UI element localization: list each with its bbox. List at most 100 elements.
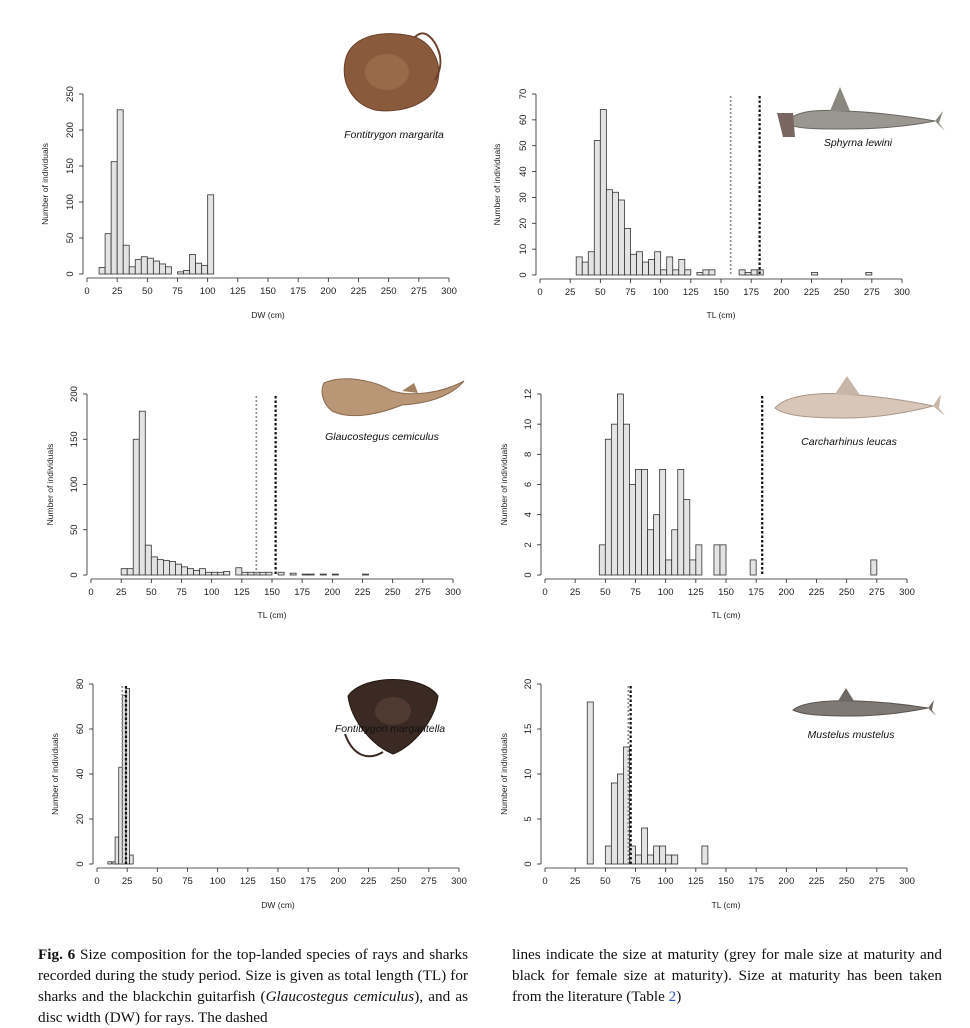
histogram-bar [641,469,648,576]
y-tick-label: 40 [75,769,86,780]
y-axis: 0 20 40 60 80 Number of individuals [50,679,94,867]
x-tick-label: 125 [240,876,256,887]
bull-shark-icon [774,376,945,419]
x-tick-label: 75 [172,286,183,297]
y-tick-label: 10 [518,244,529,255]
histogram-bar [665,559,673,576]
x-tick-label: 300 [441,286,457,297]
histogram-bar [610,423,618,576]
y-tick-label: 0 [75,861,86,866]
histogram-bar [647,529,654,576]
x-tick-label: 150 [270,876,286,887]
histogram-bar [654,251,662,276]
x-axis: 0 25 50 75 100 125 150 175 200 225 250 275 300 DW (cm… [84,277,457,320]
histogram-bar [811,272,818,276]
histogram-bar [659,469,667,576]
x-tick-label: 100 [204,587,220,598]
x-axis-label: TL (cm) [712,900,741,910]
stingray-brown-icon [343,32,442,112]
x-tick-label: 125 [688,876,704,887]
histogram-bar [169,561,176,576]
x-tick-label: 300 [451,876,467,887]
x-tick-label: 75 [625,287,636,298]
x-tick-label: 300 [899,587,915,598]
x-tick-label: 150 [718,587,734,598]
y-tick-label: 200 [69,386,80,402]
histogram-bar [678,259,686,276]
table-reference-link[interactable]: 2 [668,988,677,1005]
x-tick-label: 0 [537,287,542,298]
x-tick-label: 175 [294,587,310,598]
x-tick-label: 25 [570,876,581,887]
histogram-bar [604,438,612,576]
x-tick-label: 150 [713,287,729,298]
histogram-bar [665,854,673,865]
histogram-bar [107,861,112,865]
x-tick-label: 25 [112,286,123,297]
histogram-bar [126,568,134,576]
histogram-bar [587,251,595,276]
histogram-bar [211,571,219,576]
y-tick-label: 150 [65,158,76,174]
caption-text-right-b: ) [676,988,682,1005]
shark-tail [935,111,945,131]
histogram-bar [744,272,752,276]
histogram-bar [618,199,625,276]
histogram-bar [175,563,182,576]
x-tick-label: 225 [804,287,820,298]
x-axis: 0 25 50 75 100 125 150 175 200 225 250 275 300 DW (cm… [94,867,467,910]
x-tick-label: 100 [653,287,669,298]
x-tick-label: 225 [809,587,825,598]
x-tick-label: 200 [320,286,336,297]
histogram-bar [181,566,188,576]
histogram-bar [636,251,643,276]
x-tick-label: 0 [84,286,89,297]
x-tick-label: 175 [300,876,316,887]
x-tick-label: 150 [264,587,280,598]
y-tick-label: 40 [518,166,529,177]
histogram-bar [114,836,120,865]
chart-panel: Fontitrygon margarita 0 25 50 75 100 125 150 175… [40,32,457,320]
shark-tail [928,700,936,716]
shark-dorsal-fin [830,87,850,111]
histogram-bar [635,854,642,865]
histogram-bar [207,194,215,275]
histogram-bar [635,469,642,576]
species-label: Fontitrygon margarita [344,129,444,141]
x-tick-label: 100 [210,876,226,887]
histogram-bar [150,556,158,576]
x-tick-label: 75 [176,587,187,598]
smooth-hound-icon [792,688,936,717]
histogram-bar [695,544,703,576]
x-axis-label: DW (cm) [251,310,285,320]
histogram-bar [648,259,656,276]
x-axis-label: TL (cm) [712,610,741,620]
x-axis: 0 25 50 75 100 125 150 175 200 225 250 275 300 TL (cm… [542,578,915,620]
y-tick-label: 50 [518,140,529,151]
histogram-bar [144,544,152,576]
y-tick-label: 50 [69,524,80,535]
x-tick-label: 150 [718,876,734,887]
histogram-bar [612,191,619,276]
histogram-bar [129,854,134,865]
y-axis: 0 50 100 150 200 250 Number of individuals [40,86,84,277]
y-axis: 0 5 10 15 20 Number of individuals [499,679,542,867]
y-axis-label: Number of individuals [499,733,509,815]
y-tick-label: 100 [65,194,76,210]
y-tick-label: 0 [523,861,534,866]
histogram-bar [146,257,154,275]
histogram-bar [689,559,697,576]
histogram-bar [598,544,606,576]
x-tick-label: 75 [182,876,193,887]
x-tick-label: 100 [658,876,674,887]
histogram-bar [289,572,297,576]
x-tick-label: 125 [688,587,704,598]
x-tick-label: 175 [748,876,764,887]
x-tick-label: 75 [630,587,641,598]
histogram-bar [120,568,128,576]
histogram-bar [617,773,624,865]
histogram-bar [301,573,309,576]
caption-figure-label: Fig. 6 [38,946,76,963]
y-tick-label: 80 [75,679,86,690]
